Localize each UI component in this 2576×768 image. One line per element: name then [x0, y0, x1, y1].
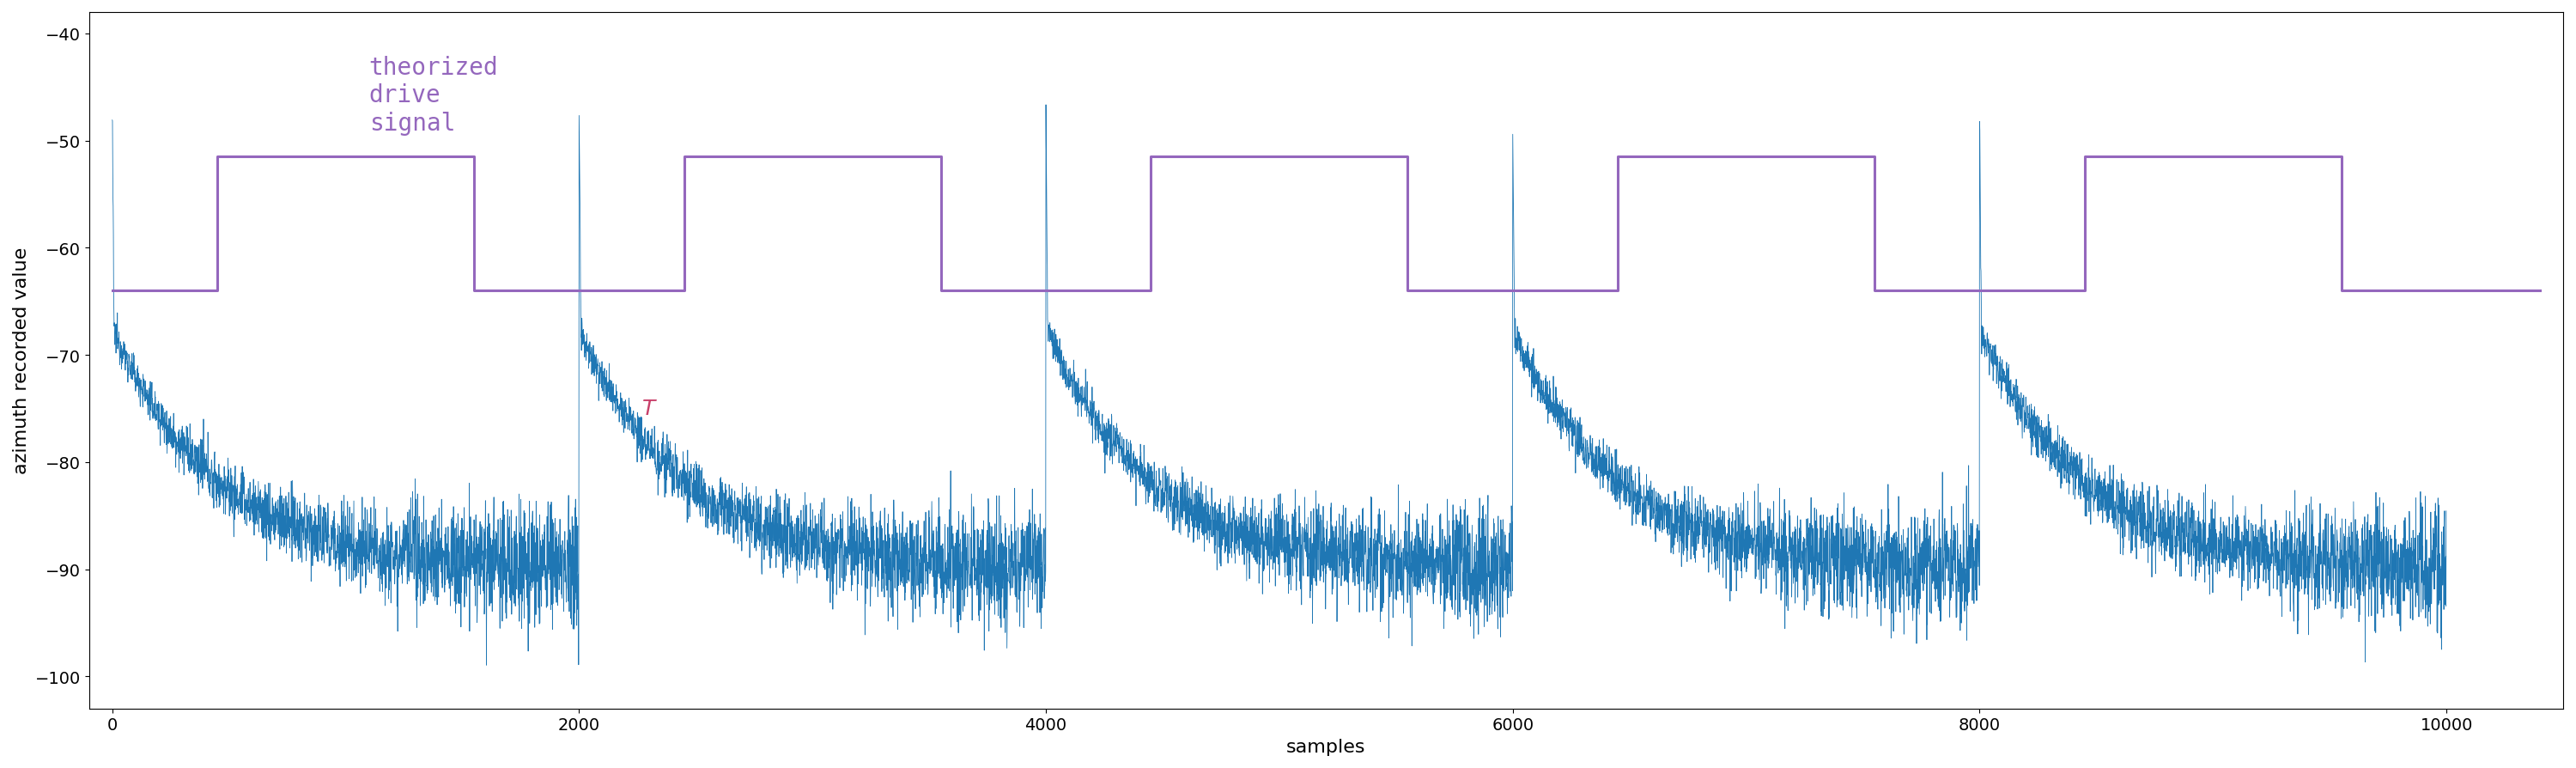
Text: theorized
drive
signal: theorized drive signal: [368, 56, 497, 135]
Y-axis label: azimuth recorded value: azimuth recorded value: [13, 247, 31, 474]
X-axis label: samples: samples: [1285, 738, 1365, 755]
Text: T: T: [641, 399, 657, 419]
